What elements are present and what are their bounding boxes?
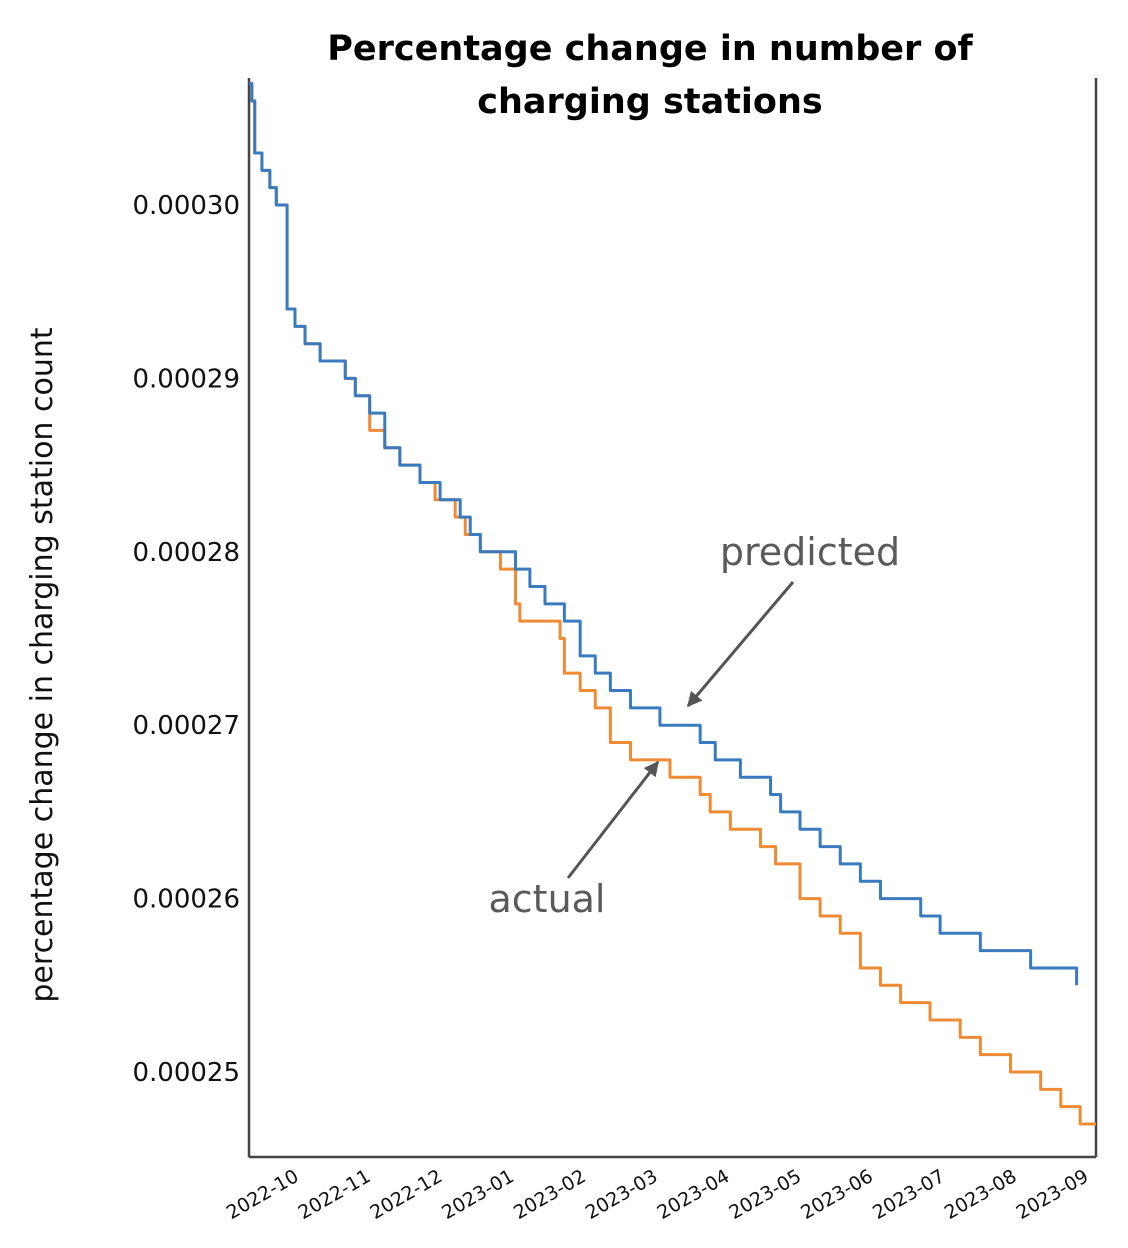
y-tick-label: 0.00029 bbox=[132, 364, 240, 394]
y-tick-label: 0.00026 bbox=[132, 885, 240, 915]
x-tick-label: 2023-05 bbox=[725, 1165, 805, 1224]
annotation-label-actual: actual bbox=[488, 877, 605, 921]
series-line-predicted bbox=[249, 82, 1079, 986]
annotations: predicted actual bbox=[488, 530, 900, 921]
x-tick-label: 2022-12 bbox=[366, 1165, 446, 1224]
chart-title: Percentage change in number of charging … bbox=[327, 29, 973, 122]
series-lines bbox=[249, 82, 1096, 1126]
x-ticks: 2022-102022-112022-122023-012023-022023-… bbox=[223, 1165, 1093, 1224]
y-tick-label: 0.00030 bbox=[132, 191, 240, 221]
axes bbox=[247, 78, 1098, 1159]
series-line-actual bbox=[249, 82, 1096, 1126]
y-ticks: 0.00030 0.00029 0.00028 0.00027 0.00026 0.000… bbox=[132, 191, 240, 1088]
x-tick-label: 2023-06 bbox=[797, 1165, 877, 1224]
x-tick-label: 2023-02 bbox=[510, 1165, 590, 1224]
chart-title-line-1: Percentage change in number of bbox=[327, 29, 973, 69]
x-tick-label: 2023-01 bbox=[438, 1165, 518, 1224]
x-tick-label: 2022-10 bbox=[223, 1165, 303, 1224]
y-tick-label: 0.00028 bbox=[132, 538, 240, 568]
chart-title-line-2: charging stations bbox=[477, 82, 822, 122]
y-axis-label: percentage change in charging station co… bbox=[25, 327, 60, 1002]
y-tick-label: 0.00025 bbox=[132, 1058, 240, 1088]
x-tick-label: 2023-04 bbox=[654, 1165, 734, 1224]
x-tick-label: 2023-03 bbox=[582, 1165, 662, 1224]
x-tick-label: 2023-07 bbox=[869, 1165, 949, 1224]
annotation-arrow-predicted bbox=[686, 581, 795, 708]
annotation-arrow-actual bbox=[566, 760, 660, 879]
x-tick-label: 2022-11 bbox=[295, 1165, 375, 1224]
annotation-label-predicted: predicted bbox=[720, 530, 900, 574]
y-tick-label: 0.00027 bbox=[132, 711, 240, 741]
x-tick-label: 2023-08 bbox=[941, 1165, 1021, 1224]
x-tick-label: 2023-09 bbox=[1013, 1165, 1093, 1224]
